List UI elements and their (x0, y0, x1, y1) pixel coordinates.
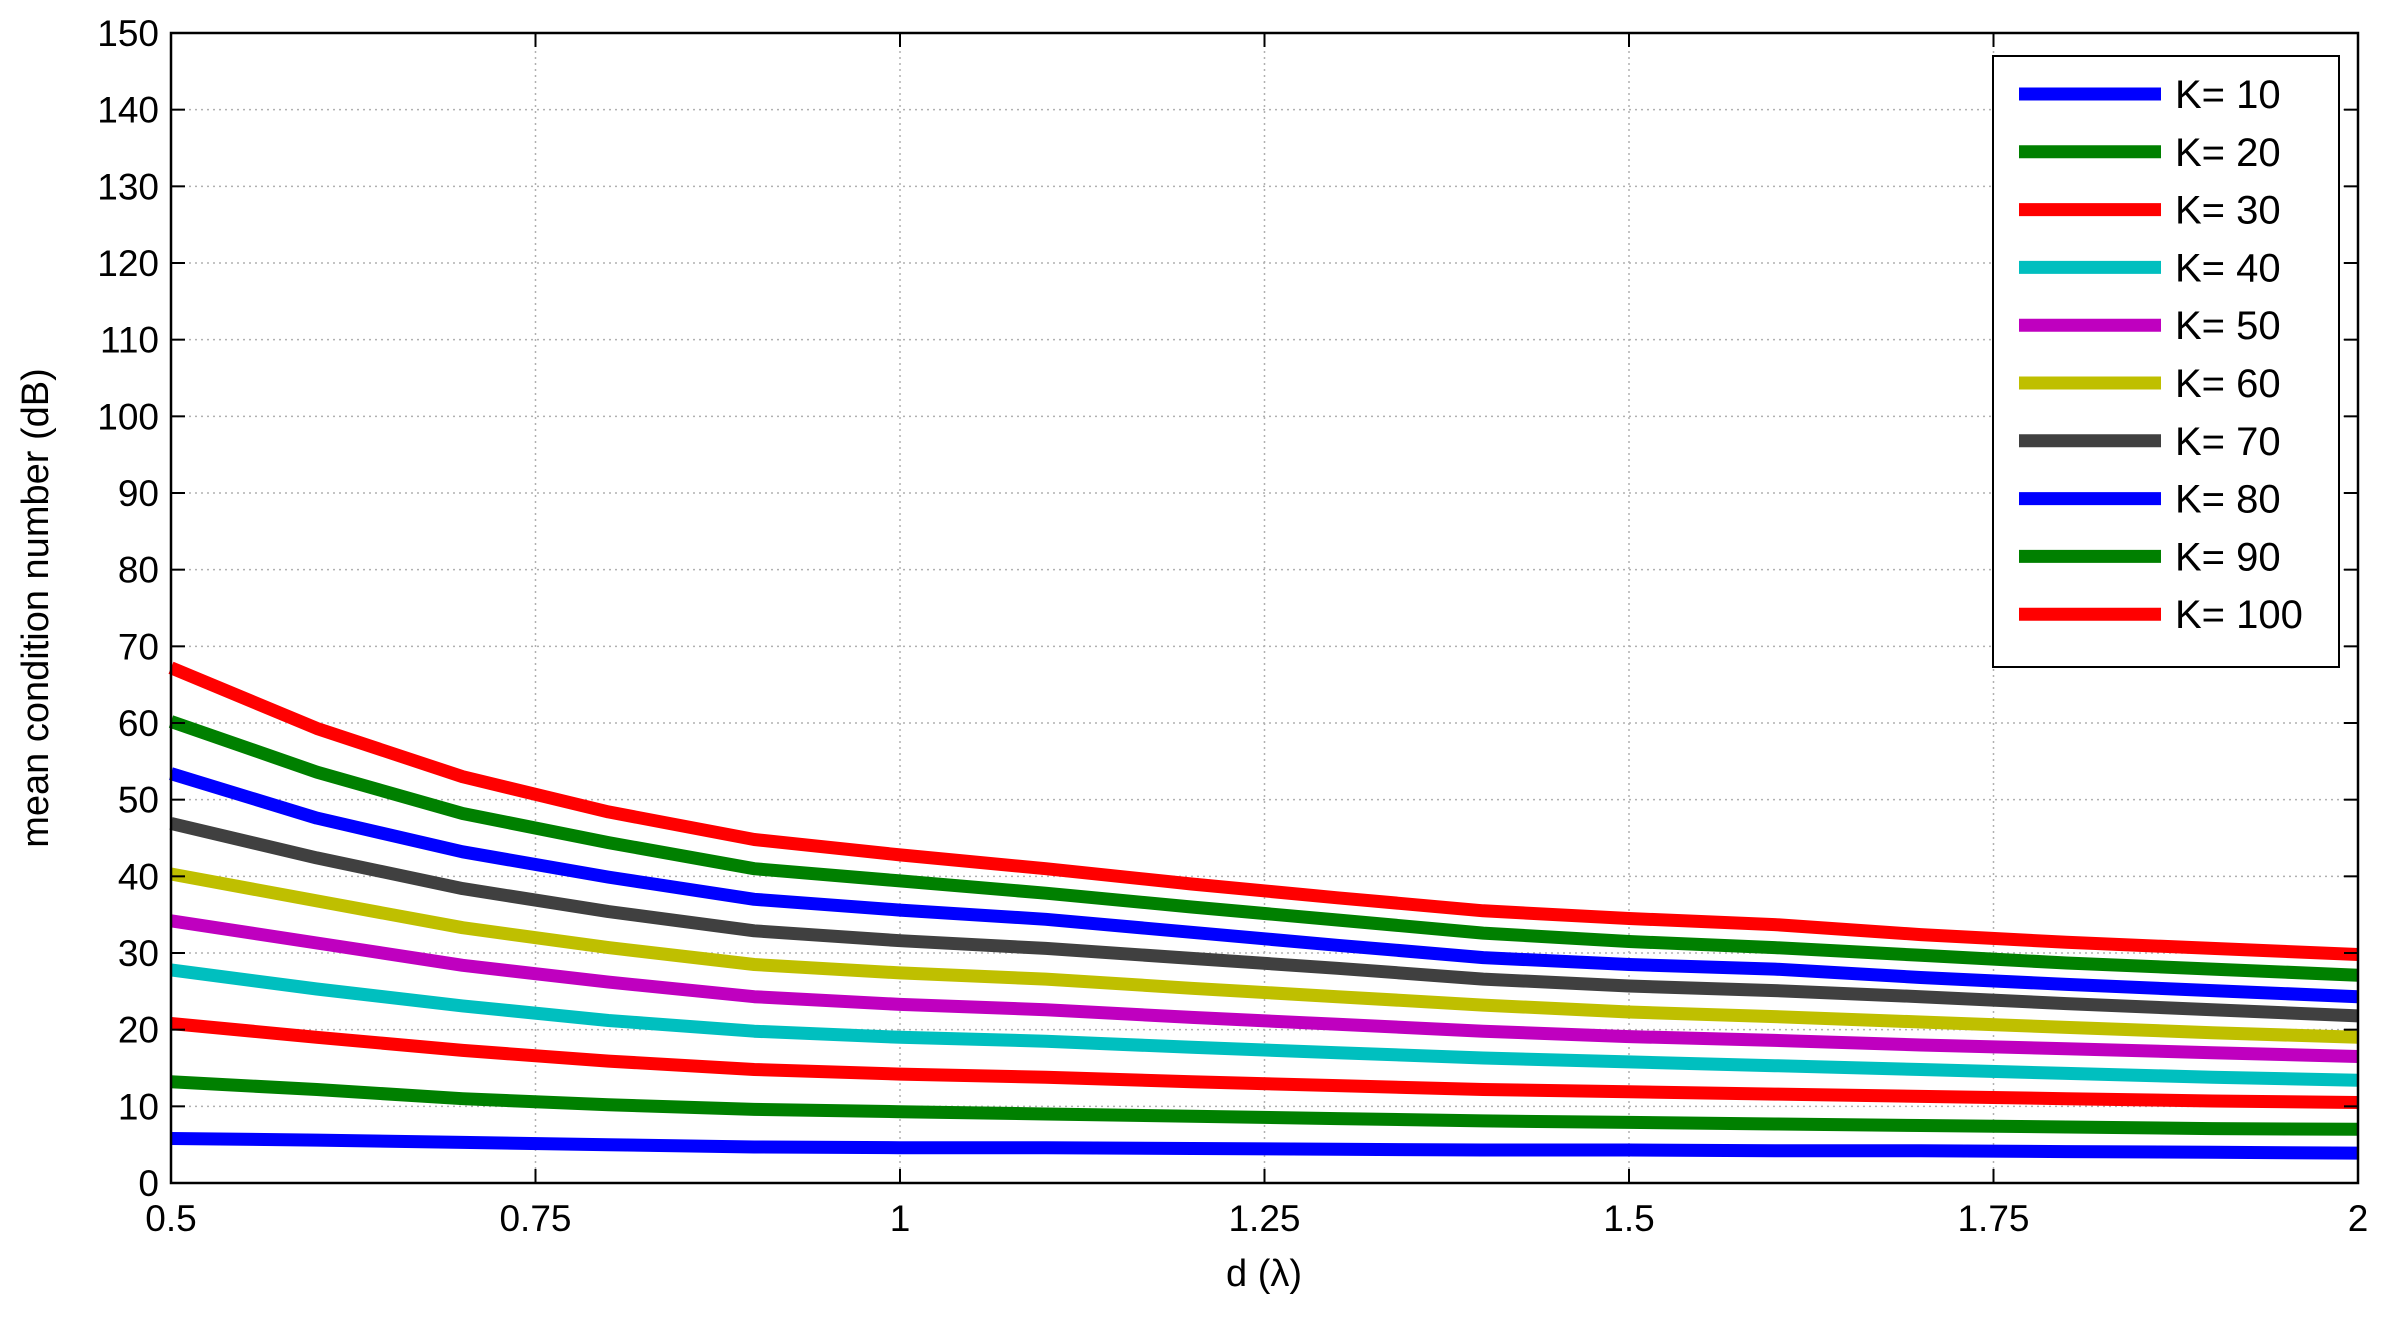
legend-label: K= 10 (2175, 73, 2281, 117)
x-tick-label: 2 (2348, 1198, 2369, 1239)
legend-label: K= 50 (2175, 304, 2281, 348)
x-tick-label: 1.25 (1228, 1198, 1300, 1239)
legend-label: K= 80 (2175, 478, 2281, 522)
series-line (170, 1017, 2359, 1109)
legend: K= 10 K= 20 K= 30 K= 40 K= 50 K= 60 K= 70 K= 80… (1992, 55, 2340, 668)
legend-label: K= 60 (2175, 362, 2281, 406)
series-line (170, 963, 2359, 1087)
x-tick-label: 1.5 (1603, 1198, 1654, 1239)
y-tick-label: 140 (97, 90, 159, 131)
y-tick-label: 110 (100, 320, 159, 361)
y-axis-title: mean condition number (dB) (15, 368, 57, 847)
y-tick-label: 80 (118, 550, 159, 591)
y-tick-label: 60 (118, 703, 159, 744)
series-line (168, 715, 2359, 982)
y-tick-label: 40 (118, 856, 159, 897)
x-tick-label: 0.75 (499, 1198, 571, 1239)
y-tick-label: 150 (97, 13, 159, 54)
y-tick-label: 20 (118, 1010, 159, 1051)
legend-label: K= 30 (2175, 189, 2281, 233)
series-lines (168, 661, 2359, 1160)
legend-label: K= 100 (2175, 593, 2303, 637)
series-line (168, 661, 2359, 961)
y-tick-label: 90 (118, 473, 159, 514)
series-line (169, 817, 2359, 1023)
x-tick-label: 1.75 (1957, 1198, 2029, 1239)
series-line (169, 867, 2359, 1044)
series-line (170, 914, 2359, 1063)
legend-label: K= 90 (2175, 535, 2281, 579)
tick-labels: 0.5 0.75 1 1.25 1.5 1.75 201020304050607080901… (97, 13, 2368, 1239)
y-tick-label: 30 (118, 933, 159, 974)
legend-label: K= 40 (2175, 246, 2281, 290)
legend-label: K= 20 (2175, 131, 2281, 175)
series-line (170, 1132, 2359, 1160)
axis-ticks (170, 32, 2359, 1184)
series-line (169, 767, 2359, 1004)
series-line (170, 1075, 2359, 1136)
x-tick-label: 0.5 (145, 1198, 196, 1239)
y-tick-label: 100 (97, 396, 159, 437)
x-axis-title: d (λ) (1226, 1253, 1302, 1295)
y-tick-label: 50 (118, 780, 159, 821)
x-tick-label: 1 (890, 1198, 911, 1239)
y-tick-label: 70 (118, 626, 159, 667)
grid (171, 33, 2358, 1183)
legend-label: K= 70 (2175, 420, 2281, 464)
y-tick-label: 10 (118, 1086, 159, 1127)
y-tick-label: 120 (97, 243, 159, 284)
y-tick-label: 130 (97, 166, 159, 207)
y-tick-label: 0 (138, 1163, 159, 1204)
